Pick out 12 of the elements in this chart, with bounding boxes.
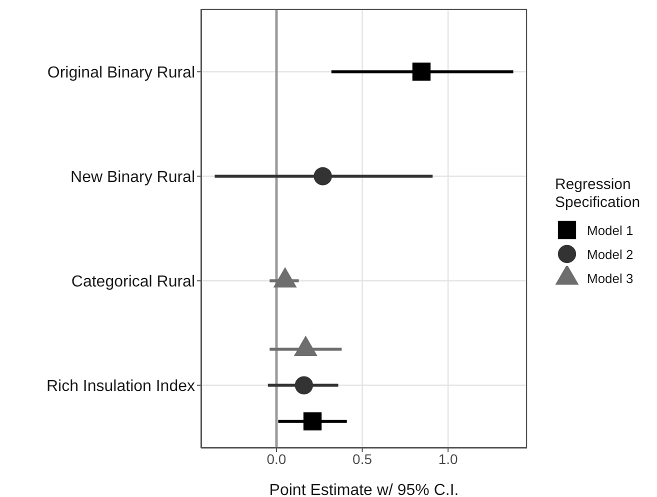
y-tick-label: Rich Insulation Index — [46, 378, 195, 395]
x-axis-title: Point Estimate w/ 95% C.I. — [269, 482, 459, 497]
y-tick-label: New Binary Rural — [70, 168, 195, 186]
y-tick-label: Categorical Rural — [71, 273, 195, 290]
x-tick-label: 0.0 — [266, 450, 286, 467]
x-tick-label: 1.0 — [438, 450, 458, 467]
legend-label: Model 2 — [587, 246, 634, 262]
y-tick-label: Original Binary Rural — [47, 64, 195, 82]
legend-title: Regression Specification — [555, 176, 642, 212]
legend-label: Model 3 — [587, 270, 634, 286]
x-tick-label: 0.5 — [352, 450, 372, 467]
legend-label: Model 1 — [587, 222, 634, 238]
